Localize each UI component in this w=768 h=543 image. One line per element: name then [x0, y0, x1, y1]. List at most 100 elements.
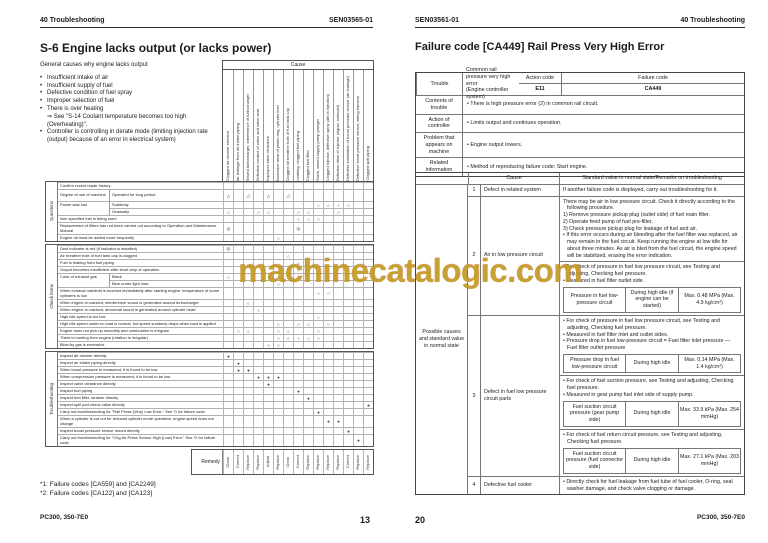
trouble-label: Trouble [416, 73, 462, 96]
matrix-row: There is hunting from engine (rotation i… [58, 334, 373, 341]
matrix-cell [273, 359, 283, 366]
matrix-cell [273, 222, 283, 234]
cause-table-body: Possible causes and standard value in no… [416, 184, 744, 495]
content-line: • If this error occurs during air bleedi… [563, 232, 738, 259]
matrix-cell: ○ [283, 327, 293, 334]
matrix-cell [283, 352, 293, 359]
matrix-cell [353, 259, 363, 266]
matrix-cell [253, 273, 263, 280]
row-label: Operated for long period [110, 189, 223, 201]
row-label: Inspect fuel piping [58, 387, 223, 394]
matrix-cell [333, 341, 343, 348]
matrix-cell [323, 252, 333, 259]
page-title: Failure code [CA449] Rail Press Very Hig… [415, 41, 665, 53]
content-block: • For check of pressure in fuel low pres… [560, 261, 744, 315]
matrix-cell [363, 245, 373, 252]
standard-condition: During high idle [625, 448, 678, 473]
matrix-cell: ○ [263, 208, 273, 215]
matrix-cell [273, 401, 283, 408]
matrix-cell [363, 320, 373, 327]
matrix-row: When engine is cranked, abnormal sound i… [58, 306, 373, 313]
matrix-cell [323, 394, 333, 401]
matrix-cell [263, 408, 273, 415]
cause-content: • For check of pressure in fuel low pres… [559, 315, 744, 476]
matrix-cell: ○ [273, 341, 283, 348]
matrix-cell [223, 287, 233, 299]
matrix-cell [263, 415, 273, 427]
cause-column-label: Clogged injector, defective spray (dirt … [325, 93, 331, 181]
row-label: When a cylinder is cut out for reduced c… [58, 415, 223, 427]
matrix-cell [223, 334, 233, 341]
matrix-cell [253, 427, 263, 434]
matrix-cell: ○ [313, 327, 323, 334]
matrix-cell [273, 380, 283, 387]
matrix-cell [283, 427, 293, 434]
matrix-cell [323, 334, 333, 341]
cause-column-label: Stuck, seized supply pump plunger [315, 118, 321, 181]
matrix-cell [333, 215, 343, 222]
matrix-row: High idle speed is too low ○ [58, 313, 373, 320]
matrix-cell [233, 313, 243, 320]
matrix-cell [273, 245, 283, 252]
matrix-cell [303, 313, 313, 320]
cause-column-label: Clogged air cleaner element [224, 130, 230, 181]
matrix-cell [323, 434, 333, 446]
bullet-item: ⇒ See "S-14 Coolant temperature becomes … [40, 114, 218, 130]
failure-info-table: Action code Failure code Trouble Common … [415, 67, 745, 177]
matrix-cell [303, 434, 313, 446]
matrix-cell [263, 366, 273, 373]
matrix-cell [363, 327, 373, 334]
matrix-cell [223, 366, 233, 373]
matrix-cell: ● [303, 394, 313, 401]
standard-item: Fuel suction circuit pressure (fuel conn… [565, 450, 624, 471]
matrix-cell [303, 189, 313, 201]
matrix-cell [343, 327, 353, 334]
matrix-cell [333, 222, 343, 234]
matrix-cell [293, 327, 303, 334]
matrix-row: Carry out troubleshooting for "Chg Air P… [58, 434, 373, 446]
matrix-cell [313, 280, 323, 287]
content-block: There may be air in low pressure circuit… [560, 197, 744, 262]
row-label: When compression pressure is measured, i… [58, 373, 223, 380]
row-label: Replacement of filters has not been carr… [58, 222, 223, 234]
watermark: machinecatalogic.com [238, 252, 582, 289]
matrix-cell [343, 434, 353, 446]
cause-column: Clogged injector, defective spray (dirt … [323, 70, 333, 182]
matrix-cell [333, 334, 343, 341]
remedy-cell: Replace [353, 450, 363, 474]
matrix-cell [333, 234, 343, 241]
matrix-cell: ● [293, 387, 303, 394]
matrix-cell [263, 273, 273, 280]
standard-value-table: Fuel suction circuit pressure (gear pump… [563, 400, 741, 427]
matrix-cell [293, 252, 303, 259]
matrix-cell [353, 320, 363, 327]
matrix-cell [253, 352, 263, 359]
matrix-cell [273, 366, 283, 373]
matrix-cell [313, 427, 323, 434]
matrix-cell: ● [253, 373, 263, 380]
row-label: When exhaust manifold is touched immedia… [58, 287, 223, 299]
matrix-cell [303, 259, 313, 266]
matrix-cell [283, 366, 293, 373]
row-label: Inspect boost pressure sensor mount dire… [58, 427, 223, 434]
cause-column-label: Clogged fuel filter [305, 149, 311, 181]
matrix-cell [253, 408, 263, 415]
bullet-text: Improper selection of fuel [47, 98, 115, 105]
cause-row: 4 Defective fuel cooler • Directly check f… [468, 475, 744, 495]
standard-value-table: Pressure drop in fuel low-pressure circu… [563, 353, 741, 374]
bullet-item: • Insufficient supply of fuel [40, 83, 218, 91]
matrix-cell [303, 182, 313, 189]
footnote-line: *1: Failure codes [CA559] and [CA2249] [40, 481, 156, 488]
bullet-text: Defective condition of fuel spray [47, 90, 133, 97]
cause-column: Defective contact of valve and valve sea… [253, 70, 263, 182]
matrix-cell [283, 320, 293, 327]
matrix-cell [223, 299, 233, 306]
matrix-cell [343, 415, 353, 427]
matrix-cell: ○ [253, 306, 263, 313]
remedy-word: Replace [325, 454, 331, 470]
remedy-cell: Adjust [263, 450, 273, 474]
row-label: High idle speed under no load is normal,… [58, 320, 223, 327]
matrix-cell [313, 222, 323, 234]
matrix-cell: ○ [313, 313, 323, 320]
content-line: • For check of fuel suction pressure, se… [563, 378, 734, 392]
